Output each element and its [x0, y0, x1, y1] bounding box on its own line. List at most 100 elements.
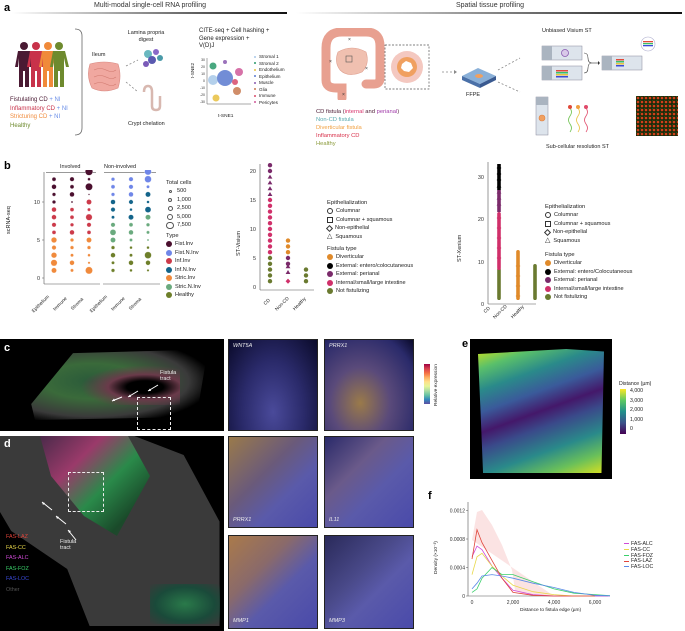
region-legend-loc: FAS-LOC [6, 576, 30, 582]
panel-d-letter: d [4, 438, 11, 450]
visium-fistula-legend: Fistula type Diverticular External: ente… [327, 246, 414, 296]
svg-text:-20: -20 [200, 93, 205, 97]
svg-text:×: × [329, 59, 332, 65]
epi-legend-item: Columnar [327, 207, 392, 216]
split-arrows-icon [497, 57, 521, 93]
colon-icon: × × × × [321, 28, 385, 100]
gene-panel-prrx1-mid: PRRX1 [228, 436, 318, 528]
zoom-region-box [137, 397, 171, 430]
xenium-fistula-legend: Fistula type Diverticular External: ente… [545, 252, 633, 302]
region-legend-laz: FAS-LAZ [6, 534, 28, 540]
spatial-cohort-legend: CD fistula (internal and perianal) Non-C… [316, 108, 399, 148]
density-xlabel: Distance to fistula edge (µm) [520, 608, 582, 613]
spatial-cohort-healthy: Healthy [316, 141, 336, 147]
density-legend-item: FAS-LOC [624, 564, 653, 571]
relative-expression-colorbar [424, 364, 430, 404]
visium-slides-icon [541, 36, 656, 81]
visium-label: Unbiased Visium ST [542, 28, 592, 34]
type-legend-item: Inf.N.Inv [166, 266, 201, 275]
visium-dotplot: 0 5 10 15 20 [250, 163, 314, 291]
density-legend: FAS-ALC FAS-CC FAS-FOZ FAS-LAZ FAS-LOC [624, 541, 653, 571]
cohort-stricturing: Stricturing CD + NI [10, 114, 61, 120]
chelation-label: Crypt chelation [128, 121, 165, 127]
spatial-cohort-cd-fistula: CD fistula (internal and perianal) [316, 109, 400, 115]
density-legend-item: FAS-FOZ [624, 553, 653, 560]
type-legend: Type Fist.Inv Fist.N.Inv Inf.Inv Inf.N.I… [166, 233, 201, 300]
fistula-legend-item: Not fistulizing [327, 287, 413, 296]
spatial-cohort-non-cd: Non-CD fistula [316, 117, 354, 123]
relative-expression-label: Relative expression [434, 364, 439, 406]
svg-text:0: 0 [481, 302, 484, 306]
cite-seq-label: CITE-seq + Cell hashing + Gene expressio… [199, 28, 270, 49]
epi-legend-item: △ Squamous [545, 236, 581, 244]
epi-legend-item: Columnar + squamous [545, 220, 610, 229]
svg-text:20: 20 [250, 169, 256, 175]
fistula-legend-item: Internal/small/large intestine [545, 285, 632, 294]
epi-legend-item: Non-epithelial [543, 228, 610, 237]
density-line-chart: 0 0.0004 0.0008 0.0012 0 2,000 4,000 6,0… [450, 502, 610, 606]
region-legend-foz: FAS-FOZ [6, 565, 29, 572]
svg-text:×: × [365, 66, 368, 72]
type-legend-item: Healthy [166, 291, 201, 300]
cohort-bracket [74, 28, 83, 136]
svg-text:0.0008: 0.0008 [450, 537, 466, 543]
region-legend-other: Other [6, 586, 20, 593]
spatial-section-line [296, 12, 682, 14]
svg-text:10: 10 [201, 72, 205, 76]
fistula-tract-label: Fistula tract [160, 370, 177, 382]
svg-text:30: 30 [201, 58, 205, 62]
tsne-legend-item: Immune [254, 93, 285, 100]
subcell-label: Sub-cellular resolution ST [546, 144, 609, 150]
scrna-xticks: Epithelium Immune Stroma Epithelium Immu… [31, 294, 143, 315]
group-involved-line [46, 172, 96, 173]
region-legend-alc: FAS-ALC [6, 555, 29, 561]
xenium-epi-legend: Epithelialization Columnar Columnar + sq… [543, 204, 611, 244]
svg-text:0.0012: 0.0012 [450, 509, 466, 515]
scrna-ylabel: scRNA-seq [6, 206, 12, 234]
fistula-legend-item: Not fistulizing [545, 293, 632, 302]
distance-map-image [470, 339, 612, 479]
panel-f-letter: f [428, 490, 432, 502]
svg-text:4,000: 4,000 [548, 600, 561, 606]
type-legend-item: Fist.Inv [166, 240, 201, 249]
ileum-icon [88, 61, 121, 92]
foz-region [150, 584, 220, 624]
epi-legend-item: Non-epithelial [325, 224, 392, 233]
svg-text:×: × [348, 37, 351, 43]
tsne-legend-item: Endothelium [254, 67, 285, 74]
type-legend-item: Inf.Inv [166, 257, 201, 266]
visium-ylabel: ST-Visium [236, 231, 242, 256]
tsne-legend: Stromal 1 Stromal 2 Endothelium Epitheli… [254, 54, 285, 106]
size-legend-item: 1,000 [166, 196, 191, 205]
fistula-tract-label-d: Fistula tract [60, 539, 77, 551]
svg-text:30: 30 [478, 175, 484, 181]
group-noninvolved-line [104, 172, 156, 173]
ffpe-label: FFPE [466, 92, 481, 98]
group-noninvolved-label: Non-involved [104, 164, 137, 170]
spatial-cohort-inflammatory: Inflammatory CD [316, 133, 360, 139]
zoom-region-box-d [68, 472, 104, 512]
size-legend-item: 500 [166, 187, 191, 196]
svg-text:20: 20 [478, 217, 484, 223]
tsne-legend-item: Pericytes [254, 100, 285, 107]
fistula-legend-item: External: perianal [327, 270, 413, 279]
fistula-legend-item: External: entero/colocutaneous [327, 262, 413, 271]
tract-arrows-icon-d [41, 501, 77, 541]
panel-b-letter: b [4, 160, 11, 172]
density-ylabel: Density (×10⁻³) [434, 541, 439, 574]
distance-colorbar [620, 389, 626, 434]
gene-panel-wnt5a: WNT5A [228, 339, 318, 431]
density-legend-item: FAS-CC [624, 547, 653, 554]
type-legend-item: Stric.N.Inv [166, 283, 201, 292]
digest-label: Lamina propria digest [127, 30, 165, 43]
density-legend-item: FAS-ALC [624, 541, 653, 548]
fistula-legend-item: Diverticular [545, 259, 632, 268]
panel-a-letter: a [4, 2, 11, 14]
fistula-legend-item: Diverticular [327, 253, 413, 262]
type-legend-item: Stric.Inv [166, 274, 201, 283]
tsne-legend-item: Muscle [254, 80, 285, 87]
svg-text:-10: -10 [200, 86, 205, 90]
xenium-ylabel: ST-Xenium [457, 234, 463, 262]
cohort-fistulating: Fistulating CD + NI [10, 97, 61, 103]
